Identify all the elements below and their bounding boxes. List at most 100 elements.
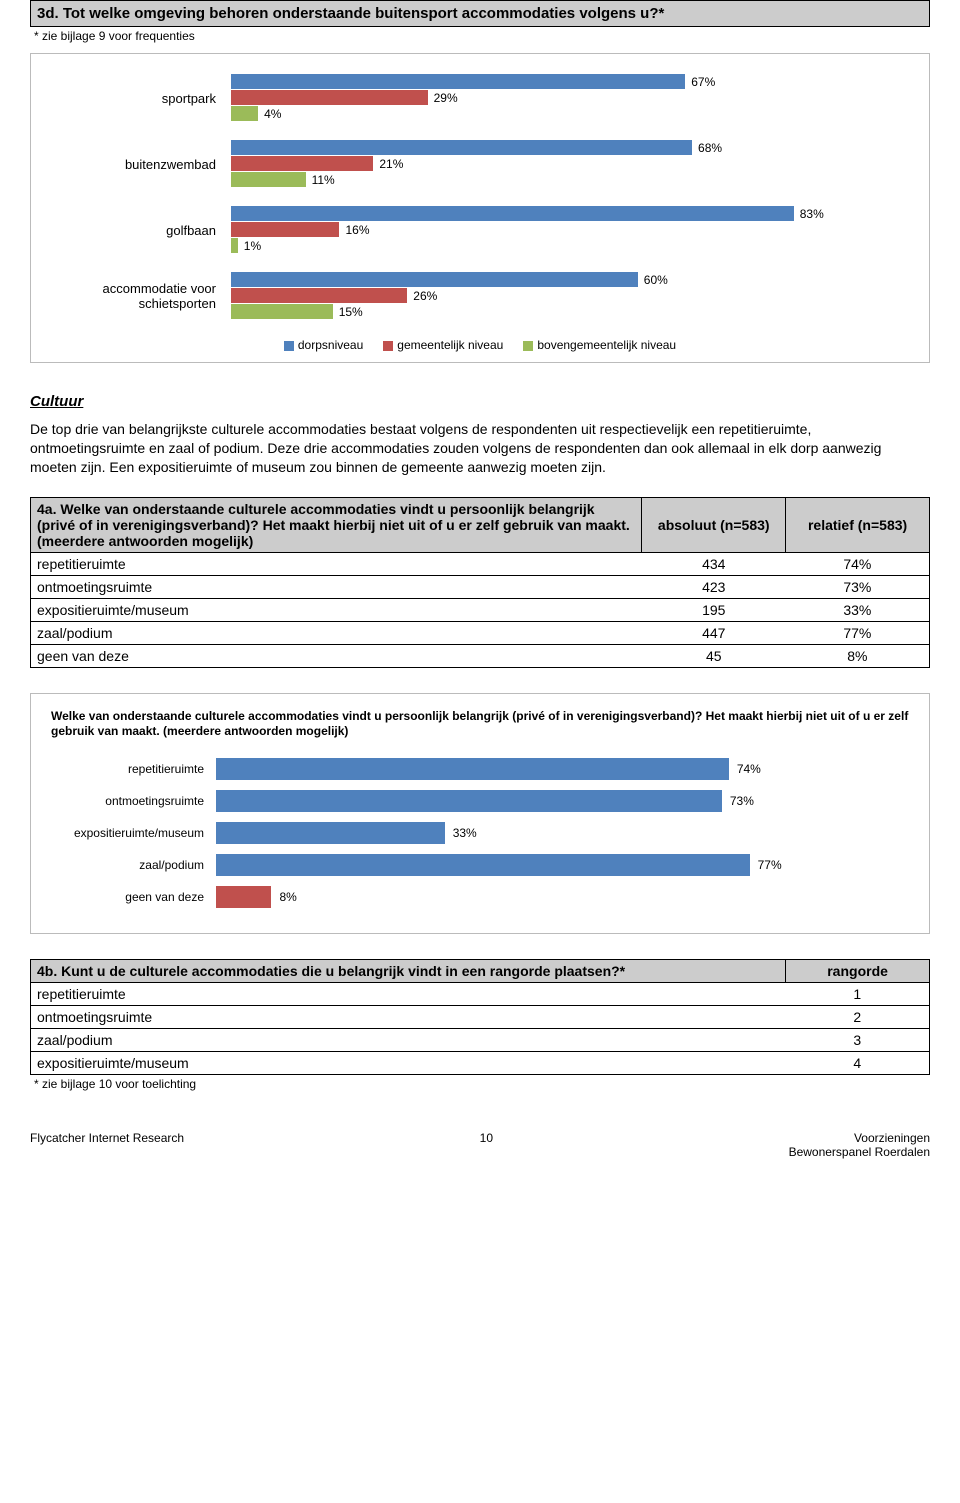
table-row: zaal/podium44777% [31,621,930,644]
q3d-bar [231,206,794,221]
q4a-chart-bar [216,854,750,876]
q4a-chart-row: repetitieruimte 74% [51,758,909,780]
q3d-bar-value: 16% [345,223,369,237]
legend-swatch [383,341,393,351]
q4a-chart-row: expositieruimte/museum 33% [51,822,909,844]
q3d-bar-value: 21% [379,157,403,171]
q3d-legend: dorpsniveau gemeentelijk niveau bovengemee… [51,338,909,352]
q4b-title: 4b. Kunt u de culturele accommodaties di… [37,963,625,979]
q4a-chart-bar [216,790,722,812]
q3d-row: golfbaan 83% 16% 1% [51,206,909,254]
q3d-bar [231,272,638,287]
cell-label: repetitieruimte [31,982,786,1005]
q4b-col: rangorde [786,959,930,982]
q3d-bar-value: 4% [264,107,281,121]
q3d-row-label: accommodatie voor schietsporten [51,281,231,311]
cell-label: geen van deze [31,644,642,667]
q4b-table: 4b. Kunt u de culturele accommodaties di… [30,959,930,1075]
cell-rel: 73% [786,575,930,598]
cell-label: ontmoetingsruimte [31,1005,786,1028]
cell-rel: 74% [786,552,930,575]
q3d-bar-value: 68% [698,141,722,155]
q3d-subnote: * zie bijlage 9 voor frequenties [34,29,930,43]
q4a-chart-bar [216,822,445,844]
footer-left: Flycatcher Internet Research [30,1131,184,1159]
q3d-bar [231,74,685,89]
q3d-bar [231,238,238,253]
q4a-chart-label: geen van deze [51,890,216,904]
q4a-chart-label: repetitieruimte [51,762,216,776]
legend-item: bovengemeentelijk niveau [523,338,676,352]
q4a-chart-value: 77% [758,858,782,872]
cell-label: expositieruimte/museum [31,1051,786,1074]
cell-rank: 3 [786,1028,930,1051]
q3d-bar-value: 15% [339,305,363,319]
cell-label: zaal/podium [31,1028,786,1051]
q4a-col-abs: absoluut (n=583) [642,497,786,552]
q4a-chart-title: Welke van onderstaande culturele accommo… [51,709,909,740]
table-row: zaal/podium3 [31,1028,930,1051]
q3d-row: accommodatie voor schietsporten60%26%15% [51,272,909,320]
q3d-bar-value: 26% [413,289,437,303]
q4a-title: 4a. Welke van onderstaande culturele acc… [37,501,630,549]
q3d-bar-value: 1% [244,239,261,253]
q4a-col-rel: relatief (n=583) [786,497,930,552]
q3d-bar-value: 29% [434,91,458,105]
legend-item: dorpsniveau [284,338,363,352]
cell-label: expositieruimte/museum [31,598,642,621]
q4a-chart-box: Welke van onderstaande culturele accommo… [30,693,930,934]
legend-swatch [523,341,533,351]
legend-item: gemeentelijk niveau [383,338,503,352]
table-row: expositieruimte/museum19533% [31,598,930,621]
q4a-chart-row: geen van deze 8% [51,886,909,908]
q3d-bar [231,288,407,303]
cell-label: repetitieruimte [31,552,642,575]
q3d-chart: sportpark67%29%4%buitenzwembad68%21%11%g… [30,53,930,363]
legend-swatch [284,341,294,351]
q4a-chart-row: ontmoetingsruimte73% [51,790,909,812]
footer-right2: Bewonerspanel Roerdalen [789,1145,930,1159]
cell-abs: 423 [642,575,786,598]
q3d-bar-value: 83% [800,207,824,221]
q4a-chart-label: ontmoetingsruimte [51,794,216,808]
table-row: geen van deze458% [31,644,930,667]
q3d-bar [231,304,333,319]
q4a-chart-value: 8% [279,890,296,904]
cell-rank: 4 [786,1051,930,1074]
q4a-chart-label: expositieruimte/museum [51,826,216,840]
q3d-bar [231,140,692,155]
page-footer: Flycatcher Internet Research 10 Voorzien… [30,1131,930,1159]
table-row: repetitieruimte43474% [31,552,930,575]
q4b-subnote: * zie bijlage 10 voor toelichting [34,1077,930,1091]
q3d-row: buitenzwembad68%21%11% [51,140,909,188]
q3d-row-label: sportpark [51,91,231,106]
q3d-bar [231,172,306,187]
q4a-chart-row: zaal/podium 77% [51,854,909,876]
q4a-table: 4a. Welke van onderstaande culturele acc… [30,497,930,668]
cell-rel: 77% [786,621,930,644]
cell-abs: 195 [642,598,786,621]
q3d-row-label: golfbaan [51,223,231,238]
q3d-title: 3d. Tot welke omgeving behoren onderstaa… [37,5,664,22]
footer-right1: Voorzieningen [789,1131,930,1145]
q3d-row: sportpark 67% 29% 4% [51,74,909,122]
q4a-chart-value: 74% [737,762,761,776]
table-row: expositieruimte/museum4 [31,1051,930,1074]
cell-rank: 2 [786,1005,930,1028]
q3d-row-label: buitenzwembad [51,157,231,172]
cultuur-heading: Cultuur [30,393,930,410]
q3d-bar [231,156,373,171]
cell-abs: 434 [642,552,786,575]
cell-label: zaal/podium [31,621,642,644]
footer-center: 10 [480,1131,493,1159]
table-row: ontmoetingsruimte42373% [31,575,930,598]
q3d-bar-value: 67% [691,75,715,89]
q4a-chart-bar [216,758,729,780]
cell-abs: 45 [642,644,786,667]
q3d-bar [231,90,428,105]
cell-label: ontmoetingsruimte [31,575,642,598]
q4a-chart-label: zaal/podium [51,858,216,872]
q4a-chart-value: 33% [453,826,477,840]
cell-abs: 447 [642,621,786,644]
q3d-bar [231,222,339,237]
